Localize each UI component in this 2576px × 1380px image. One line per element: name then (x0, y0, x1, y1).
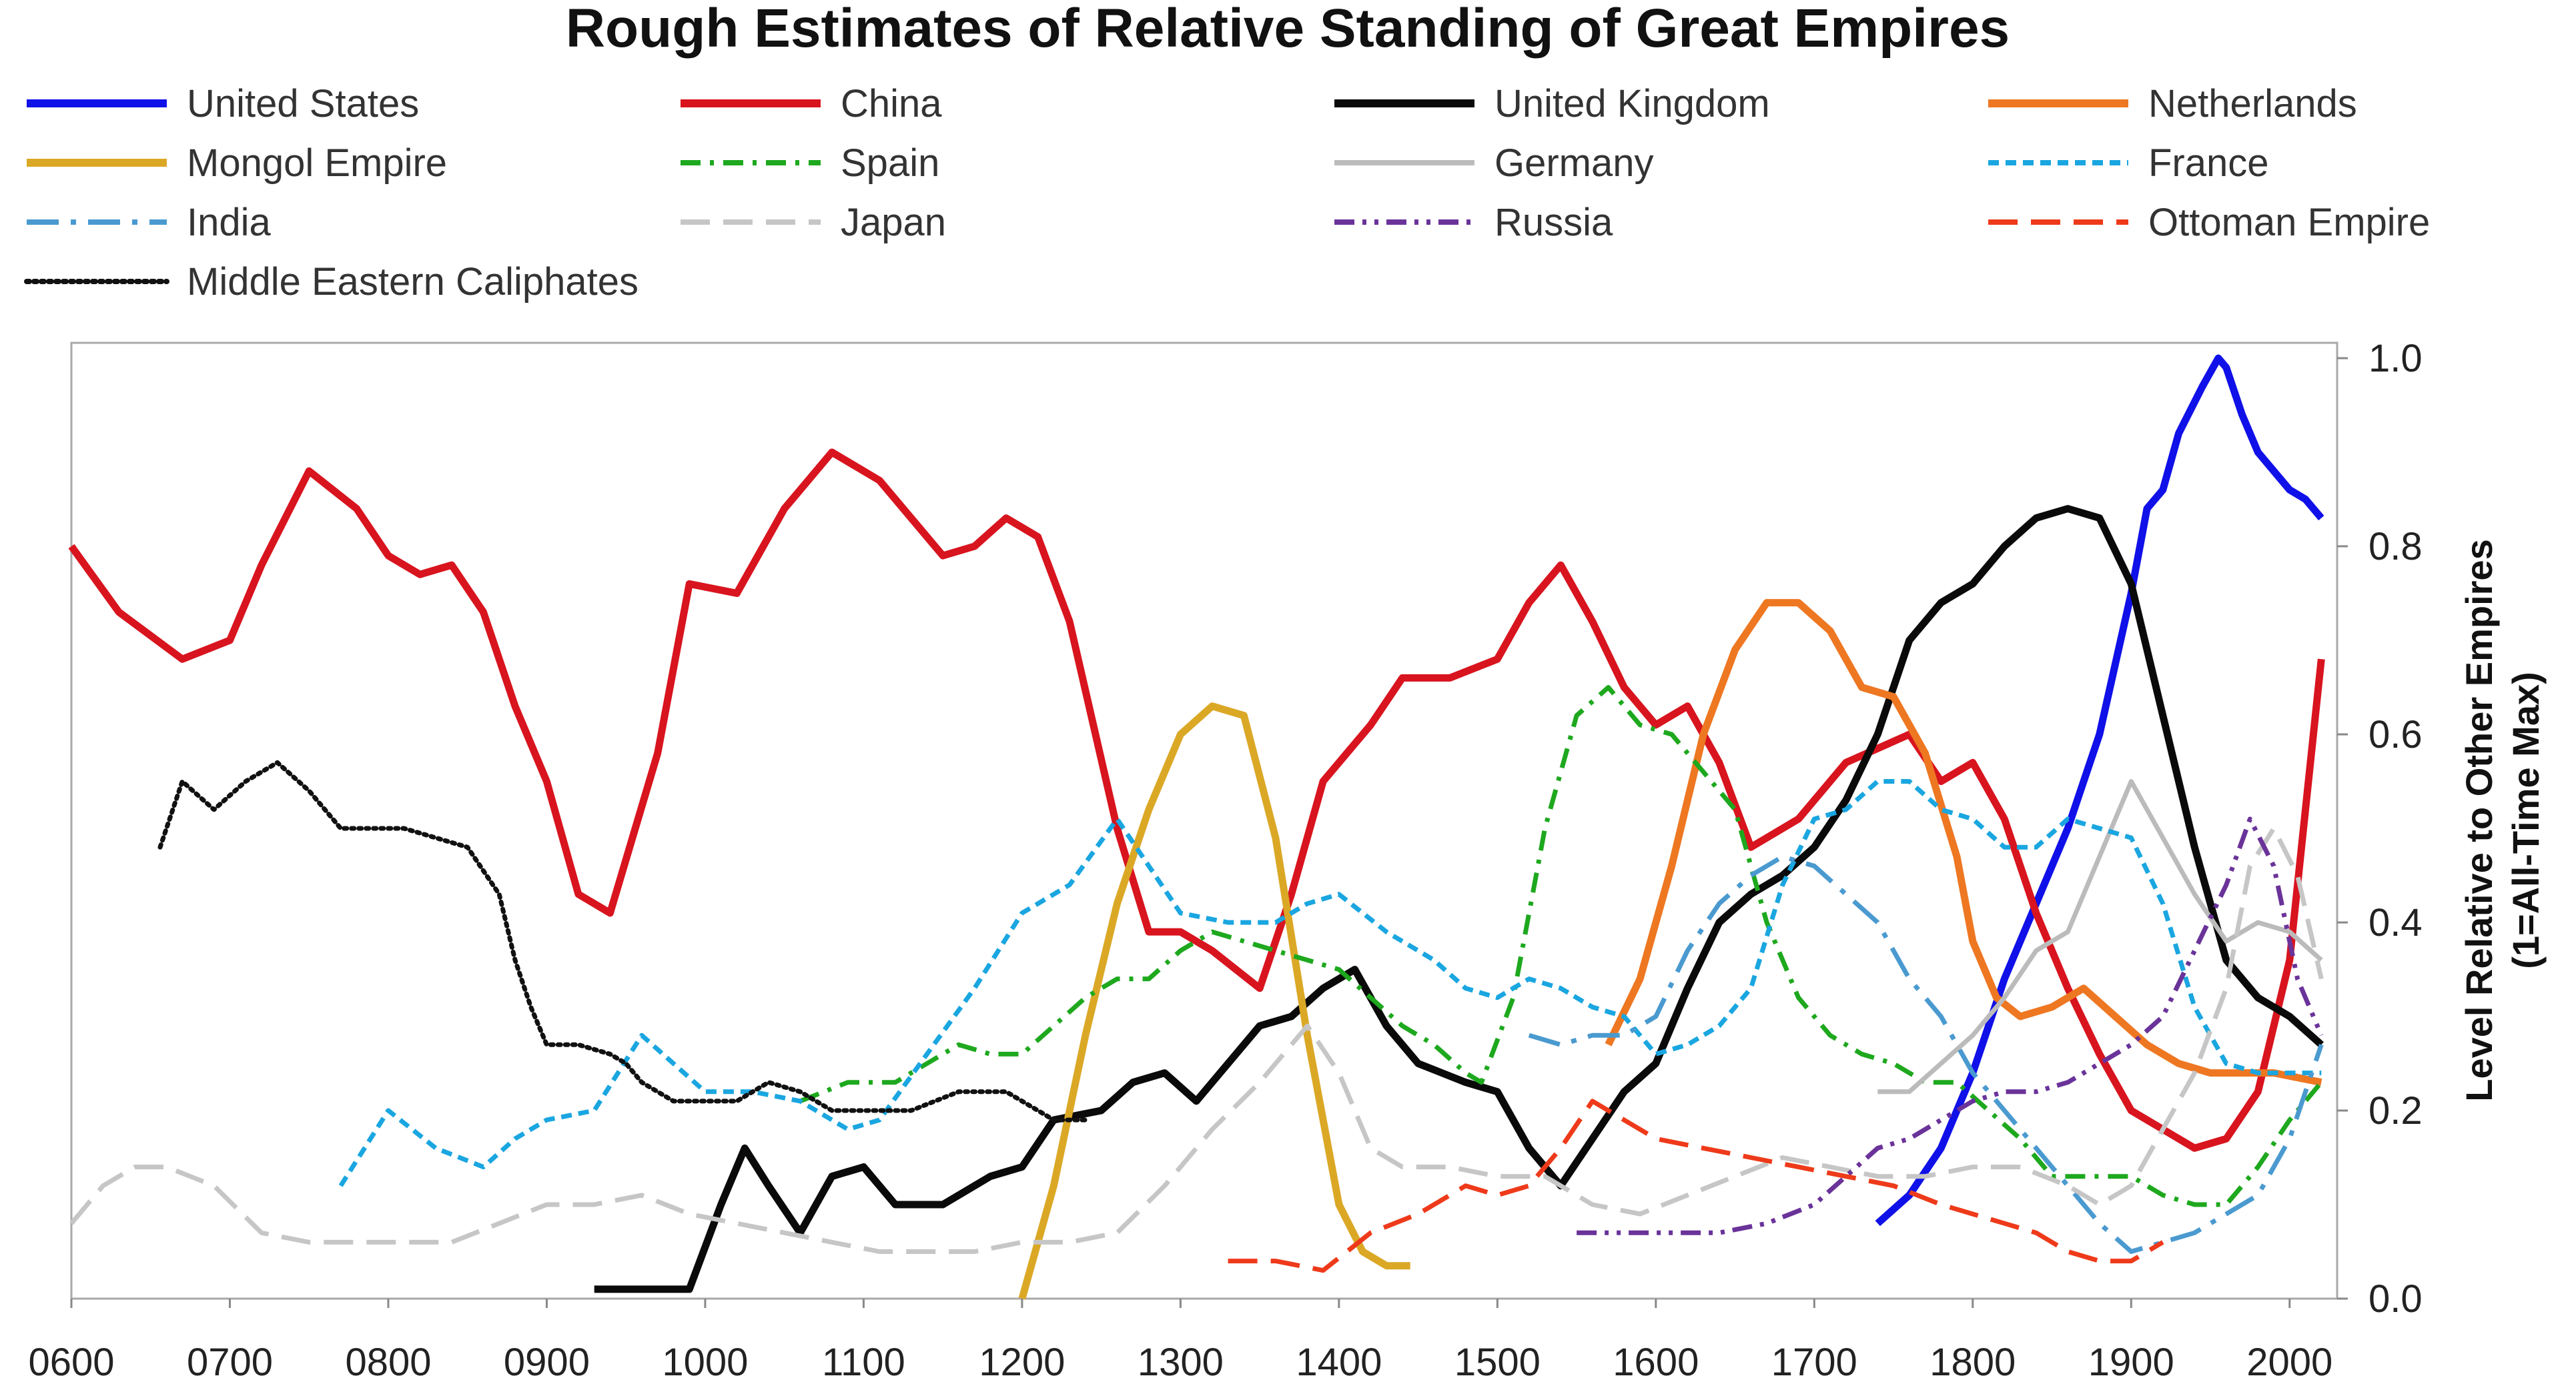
x-tick-label: 1600 (1613, 1341, 1699, 1380)
x-tick-label: 2000 (2246, 1341, 2332, 1380)
x-tick-label: 1500 (1454, 1341, 1541, 1380)
legend-item-netherlands: Netherlands (1988, 82, 2357, 125)
y-tick-label: 0.0 (2369, 1277, 2423, 1321)
y-axis: 0.0 0.2 0.4 0.6 0.8 1.0 (2337, 337, 2423, 1321)
x-tick-label: 1800 (1929, 1341, 2016, 1380)
series-line-united-states (1875, 354, 2324, 1227)
x-tick-label: 1000 (662, 1341, 748, 1380)
legend-item-united-kingdom: United Kingdom (1334, 82, 1770, 125)
series-line-germany (1877, 779, 2323, 1095)
legend-item-india: India (27, 201, 272, 244)
legend-label: Germany (1494, 141, 1654, 185)
legend-label: United States (187, 82, 419, 125)
legend-item-mongol-empire: Mongol Empire (27, 141, 447, 185)
series-line-france (338, 779, 2322, 1187)
legend-item-united-states: United States (27, 82, 419, 125)
y-tick-label: 0.4 (2369, 901, 2423, 944)
legend-item-france: France (1988, 141, 2269, 185)
series-line-netherlands (1605, 599, 2322, 1087)
legend-item-japan: Japan (681, 201, 946, 244)
legend-item-ottoman-empire: Ottoman Empire (1988, 201, 2430, 244)
series-layer (68, 354, 2325, 1300)
x-tick-label: 1900 (2088, 1341, 2174, 1380)
legend-label: Spain (841, 141, 939, 185)
y-axis-sublabel: (1=All-Time Max) (2505, 672, 2547, 969)
series-line-united-kingdom (594, 505, 2324, 1293)
series-line-india (1528, 854, 2324, 1254)
x-tick-label: 0800 (345, 1341, 431, 1380)
series-line-ottoman-empire (1228, 1099, 2164, 1273)
y-axis-label: Level Relative to Other Empires (2458, 539, 2500, 1101)
x-tick-label: 1100 (822, 1341, 905, 1380)
x-tick-label: 1200 (979, 1341, 1065, 1380)
legend-label: Mongol Empire (187, 141, 447, 185)
legend-item-spain: Spain (681, 141, 939, 185)
legend-label: Middle Eastern Caliphates (187, 260, 638, 303)
x-tick-label: 1400 (1296, 1341, 1382, 1380)
legend-label: United Kingdom (1494, 82, 1770, 125)
series-line-spain (799, 685, 2323, 1207)
legend-label: France (2148, 141, 2269, 185)
x-tick-label: 1700 (1771, 1341, 1857, 1380)
legend-label: Ottoman Empire (2148, 201, 2430, 244)
y-tick-label: 0.2 (2369, 1089, 2423, 1133)
series-line-japan (69, 826, 2324, 1254)
legend-label: China (841, 82, 942, 125)
legend: United States China United Kingdom Netherla… (24, 82, 2430, 303)
legend-label: Netherlands (2148, 82, 2357, 125)
legend-label: India (187, 201, 272, 244)
plot-frame (70, 341, 2338, 1300)
legend-item-russia: Russia (1334, 201, 1613, 244)
y-tick-label: 1.0 (2369, 337, 2423, 380)
chart-title: Rough Estimates of Relative Standing of … (566, 0, 2010, 59)
x-tick-label: 0700 (187, 1341, 273, 1380)
y-tick-label: 0.8 (2369, 525, 2423, 568)
legend-item-middle-eastern-caliphates: Middle Eastern Caliphates (24, 260, 638, 303)
legend-label: Japan (841, 201, 946, 244)
y-axis-title: Level Relative to Other Empires (1=All-T… (2458, 539, 2547, 1101)
x-axis: 0600 0700 0800 0900 1000 1100 1200 1300 1400 1500… (28, 1299, 2332, 1380)
y-tick-label: 0.6 (2369, 713, 2423, 756)
series-line-russia (1577, 816, 2324, 1235)
x-tick-label: 1300 (1138, 1341, 1224, 1380)
series-line-middle-eastern-caliphates (157, 760, 1088, 1123)
series-line-china (68, 448, 2325, 1152)
x-tick-label: 0600 (28, 1341, 114, 1380)
legend-item-china: China (681, 82, 942, 125)
legend-label: Russia (1494, 201, 1613, 244)
legend-item-germany: Germany (1334, 141, 1654, 185)
x-tick-label: 0900 (504, 1341, 590, 1380)
